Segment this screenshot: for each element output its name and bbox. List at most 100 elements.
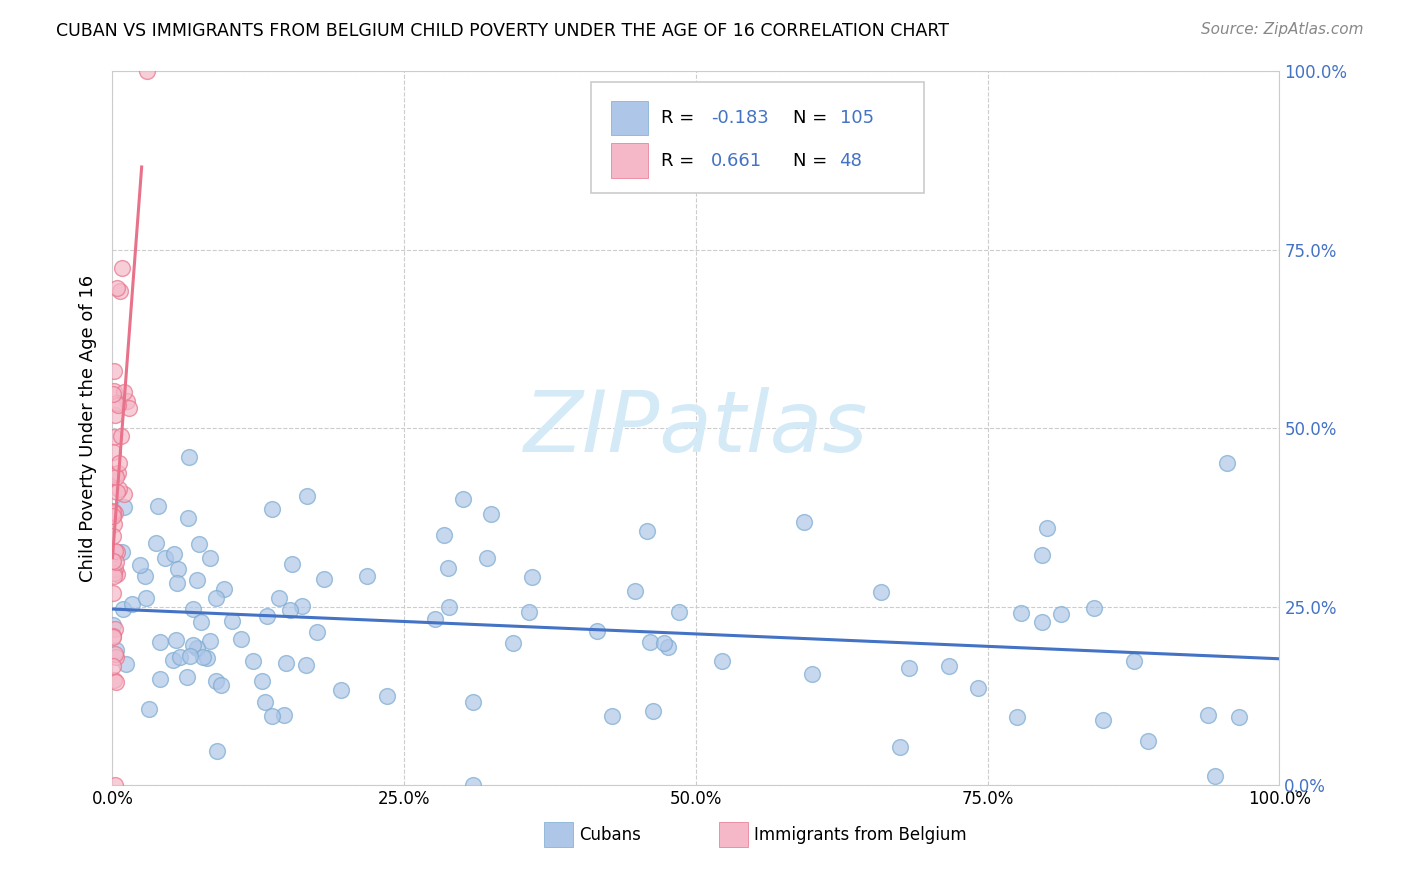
Point [134, 569, 156, 583]
Text: R =: R = [661, 109, 700, 127]
Point [1197, 707, 1219, 722]
Point [295, 489, 318, 503]
Point [307, 624, 329, 639]
Point [585, 624, 607, 638]
Point [1031, 615, 1053, 629]
Text: ZIPatlas: ZIPatlas [524, 386, 868, 470]
Point [274, 656, 297, 670]
Point [198, 634, 221, 648]
Point [291, 599, 314, 613]
Point [711, 654, 734, 668]
Point [314, 572, 336, 586]
Point [1227, 710, 1250, 724]
Point [105, 566, 128, 581]
Point [181, 638, 204, 652]
Point [356, 569, 378, 583]
Point [433, 528, 456, 542]
Point [103, 630, 125, 644]
Point [101, 629, 124, 643]
Point [176, 510, 198, 524]
Point [105, 674, 128, 689]
Point [165, 633, 187, 648]
Point [101, 387, 124, 401]
Point [105, 396, 128, 410]
Point [477, 551, 499, 566]
Point [166, 576, 188, 591]
Point [479, 507, 502, 521]
Y-axis label: Child Poverty Under the Age of 16: Child Poverty Under the Age of 16 [79, 275, 97, 582]
Text: CUBAN VS IMMIGRANTS FROM BELGIUM CHILD POVERTY UNDER THE AGE OF 16 CORRELATION C: CUBAN VS IMMIGRANTS FROM BELGIUM CHILD P… [56, 22, 949, 40]
Text: 0.661: 0.661 [711, 152, 762, 169]
Point [176, 670, 198, 684]
Point [103, 566, 125, 581]
Point [262, 709, 284, 723]
Point [502, 636, 524, 650]
Point [636, 524, 658, 538]
Point [104, 408, 127, 422]
Point [104, 470, 127, 484]
Text: Immigrants from Belgium: Immigrants from Belgium [755, 826, 967, 844]
Text: -0.183: -0.183 [711, 109, 769, 127]
Point [967, 681, 990, 695]
Point [166, 561, 188, 575]
Point [1083, 601, 1105, 615]
Point [870, 584, 893, 599]
Point [162, 652, 184, 666]
Point [212, 582, 235, 596]
Point [1050, 607, 1073, 621]
Point [889, 740, 911, 755]
Point [657, 640, 679, 655]
Point [115, 657, 138, 672]
Point [801, 666, 824, 681]
Point [1010, 607, 1032, 621]
Point [101, 617, 124, 632]
Point [187, 537, 209, 551]
Point [193, 649, 215, 664]
Text: Source: ZipAtlas.com: Source: ZipAtlas.com [1201, 22, 1364, 37]
Point [103, 517, 125, 532]
Point [1035, 521, 1057, 535]
Point [101, 445, 124, 459]
Point [898, 661, 921, 675]
Point [104, 778, 127, 792]
FancyBboxPatch shape [544, 822, 574, 847]
Point [110, 429, 132, 443]
Point [112, 487, 135, 501]
Point [104, 622, 127, 636]
Point [600, 708, 623, 723]
Text: 105: 105 [839, 109, 873, 127]
Point [104, 562, 127, 576]
Point [105, 643, 128, 657]
Point [112, 500, 135, 514]
Point [105, 544, 128, 558]
Text: N =: N = [793, 109, 832, 127]
FancyBboxPatch shape [610, 101, 648, 135]
Point [638, 635, 661, 649]
Point [793, 515, 815, 529]
Point [281, 558, 304, 572]
Point [375, 689, 398, 703]
Point [641, 704, 664, 718]
Point [522, 570, 544, 584]
Point [111, 601, 134, 615]
Point [101, 529, 124, 543]
Point [198, 550, 221, 565]
Text: R =: R = [661, 152, 700, 169]
Point [280, 603, 302, 617]
Point [121, 597, 143, 611]
Point [517, 605, 540, 619]
Point [1216, 456, 1239, 470]
Point [254, 695, 277, 709]
Point [425, 612, 447, 626]
Point [938, 658, 960, 673]
FancyBboxPatch shape [720, 822, 748, 847]
Point [195, 651, 218, 665]
Point [668, 605, 690, 619]
Point [101, 504, 124, 518]
Point [163, 547, 186, 561]
Point [205, 673, 228, 688]
Text: N =: N = [793, 152, 832, 169]
Point [294, 657, 316, 672]
Point [138, 702, 160, 716]
Point [108, 284, 131, 298]
